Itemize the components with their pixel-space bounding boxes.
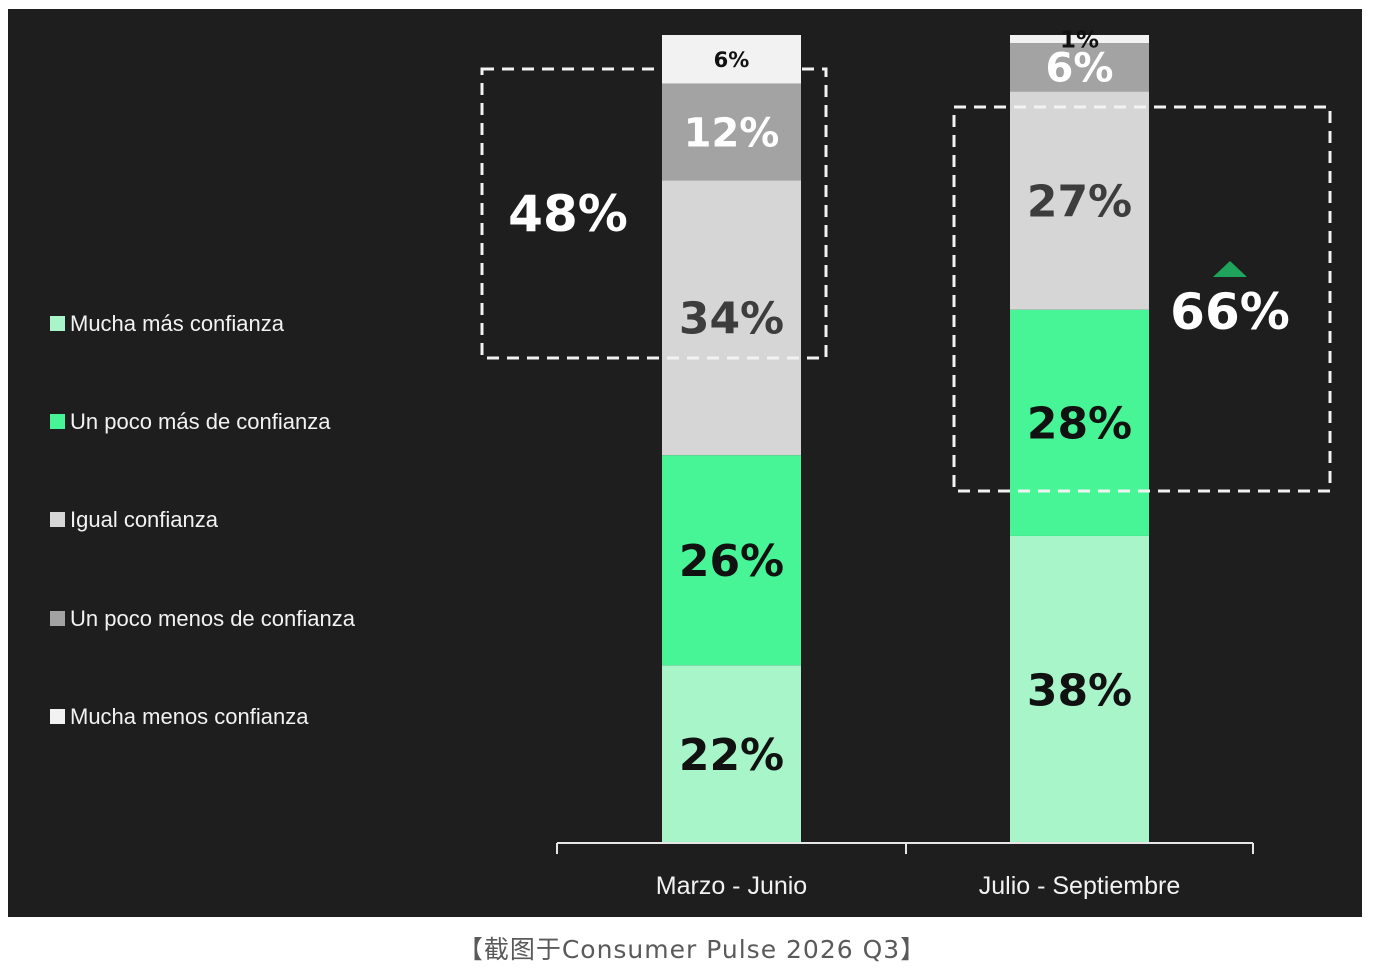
legend-swatch [50, 316, 65, 331]
value-label: 22% [679, 730, 784, 781]
value-label: 1% [1060, 27, 1099, 53]
bar-segment-1-3 [662, 180, 801, 456]
stacked-bar-chart: 22%26%34%12%6%38%28%27%6%1%Marzo - Junio… [50, 27, 1332, 900]
bar-segment-1-2 [662, 455, 801, 666]
legend-label: Igual confianza [70, 507, 219, 532]
value-label: 12% [684, 110, 780, 156]
value-label: 26% [679, 536, 784, 587]
legend-swatch [50, 414, 65, 429]
bar-segment-2-5 [1010, 35, 1149, 44]
caption: 【截图于Consumer Pulse 2026 Q3】 [457, 935, 927, 964]
legend-label: Mucha menos confianza [70, 704, 309, 729]
value-label: 28% [1027, 399, 1132, 450]
legend-swatch [50, 512, 65, 527]
value-label: 38% [1027, 665, 1132, 716]
total-label: 48% [508, 185, 628, 243]
trend-up-icon [1213, 261, 1247, 277]
legend-label: Un poco más de confianza [70, 409, 331, 434]
bar-segment-2-2 [1010, 309, 1149, 536]
bar-segment-1-4 [662, 83, 801, 181]
legend-swatch [50, 709, 65, 724]
highlight-box-1 [480, 67, 828, 360]
bar-segment-2-4 [1010, 43, 1149, 92]
value-label: 34% [679, 294, 784, 345]
highlight-box-2 [952, 105, 1332, 493]
value-label: 6% [1046, 46, 1114, 92]
total-label: 66% [1170, 283, 1290, 341]
x-tick-label: Marzo - Junio [656, 872, 807, 900]
bar-segment-1-5 [662, 35, 801, 84]
legend-swatch [50, 611, 65, 626]
bar-segment-2-3 [1010, 91, 1149, 310]
x-tick-label: Julio - Septiembre [979, 872, 1180, 900]
chart-panel: 22% 26% 34% 12% 6% 38% 28% 27% 6% 1% Marzo - Junio… [8, 9, 1362, 917]
legend-label: Mucha más confianza [70, 311, 285, 336]
legend-label: Un poco menos de confianza [70, 606, 356, 631]
bar-segment-2-1 [1010, 535, 1149, 843]
value-label: 27% [1027, 176, 1132, 227]
bar-segment-1-1 [662, 665, 801, 843]
